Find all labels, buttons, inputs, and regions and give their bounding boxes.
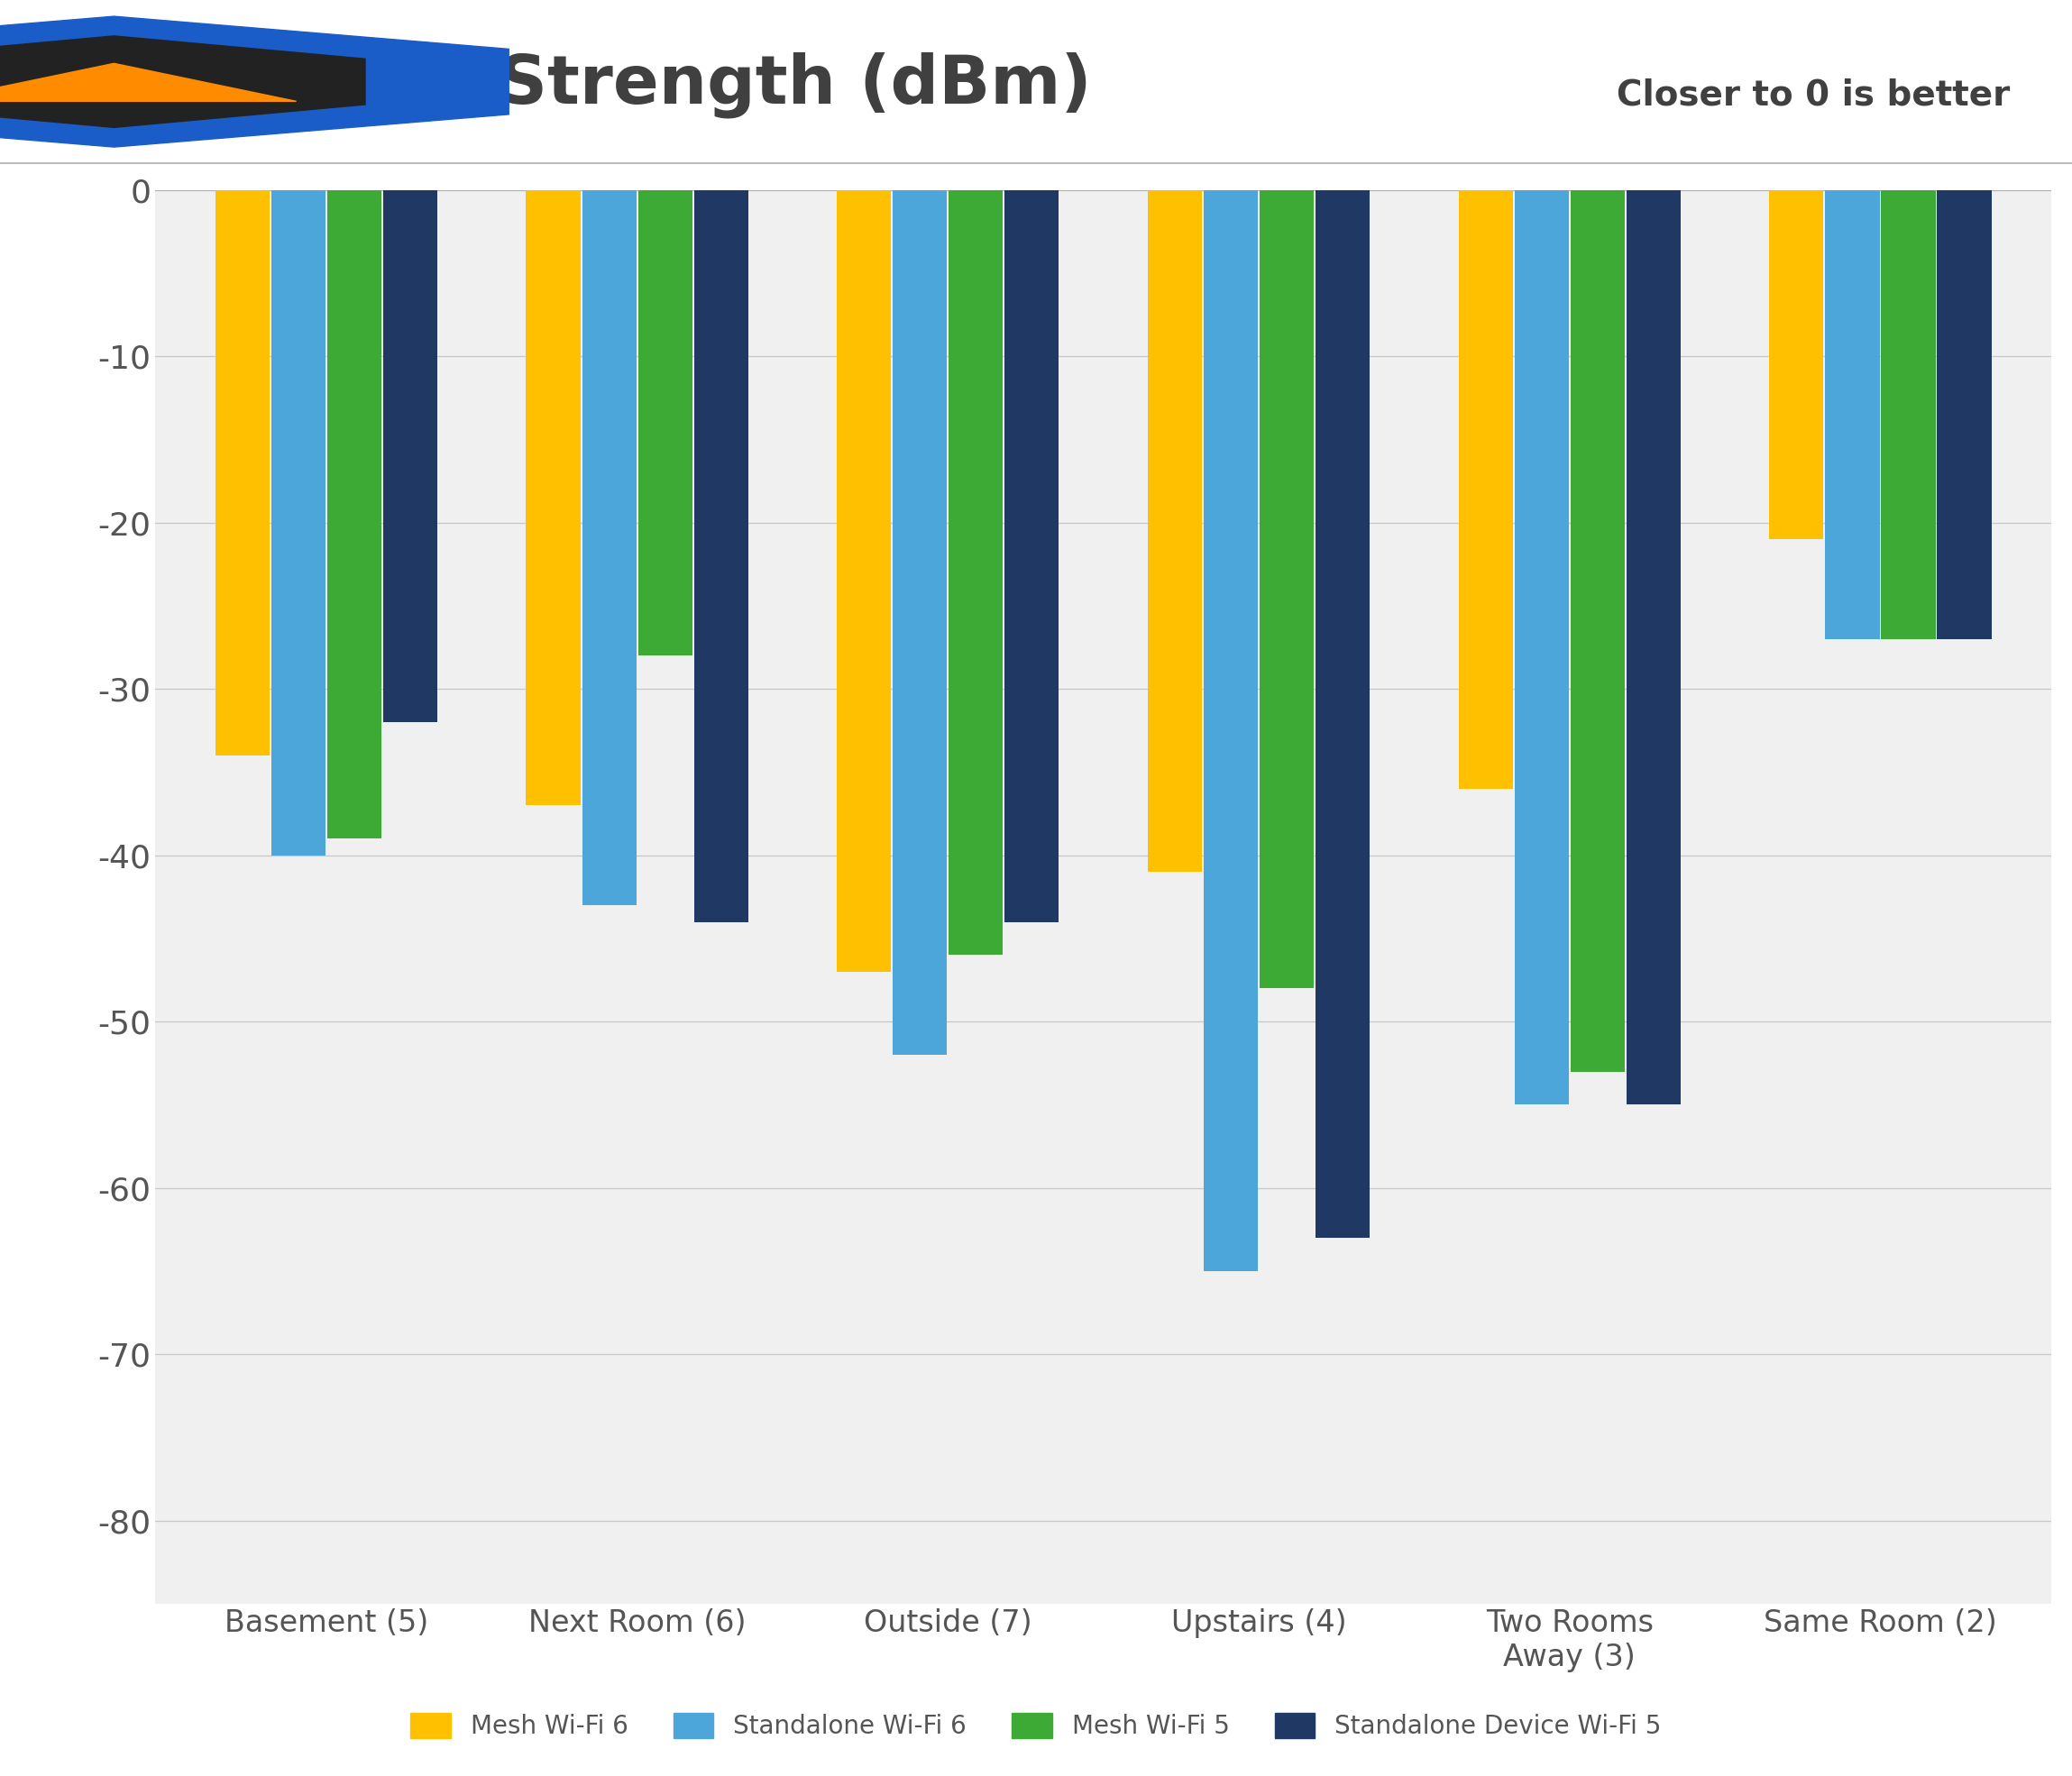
Bar	[1005, 190, 1059, 922]
Bar	[1627, 190, 1680, 1105]
Bar	[1825, 190, 1879, 639]
Polygon shape	[0, 64, 296, 101]
Bar	[949, 190, 1003, 955]
Bar	[1881, 190, 1935, 639]
Legend: Mesh Wi-Fi 6, Standalone Wi-Fi 6, Mesh Wi-Fi 5, Standalone Device Wi-Fi 5: Mesh Wi-Fi 6, Standalone Wi-Fi 6, Mesh W…	[400, 1703, 1672, 1749]
Bar	[383, 190, 437, 723]
Bar	[327, 190, 381, 838]
Text: Signal Strength (dBm): Signal Strength (dBm)	[238, 52, 1092, 119]
Bar	[1571, 190, 1624, 1071]
Bar	[582, 190, 636, 906]
Bar	[694, 190, 748, 922]
Bar	[837, 190, 891, 971]
Text: 2.4GHz: 2.4GHz	[238, 85, 383, 124]
Bar	[1937, 190, 1991, 639]
Bar	[1515, 190, 1569, 1105]
Bar	[638, 190, 692, 655]
Bar	[526, 190, 580, 805]
Bar	[1316, 190, 1370, 1238]
Bar	[1204, 190, 1258, 1272]
Polygon shape	[0, 36, 365, 128]
Bar	[215, 190, 269, 755]
Text: Closer to 0 is better: Closer to 0 is better	[1616, 78, 2010, 112]
Bar	[1148, 190, 1202, 872]
Bar	[1459, 190, 1513, 789]
Bar	[893, 190, 947, 1055]
Bar	[1769, 190, 1823, 540]
Polygon shape	[0, 16, 510, 147]
Bar	[1260, 190, 1314, 989]
Bar	[271, 190, 325, 856]
